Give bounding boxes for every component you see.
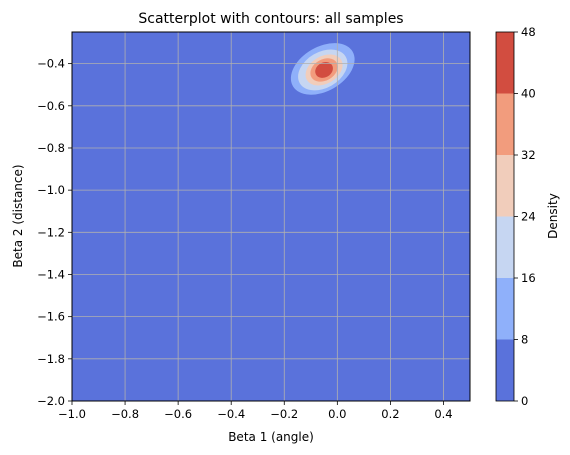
colorbar-segment-16-24 [496,216,514,278]
x-axis-label: Beta 1 (angle) [228,430,314,444]
x-tick-label: −0.2 [270,407,298,421]
colorbar-tick-label: 24 [521,210,536,224]
x-tick-label: −1.0 [58,407,86,421]
y-tick-label: −1.0 [37,183,65,197]
y-axis: −2.0 −1.8 −1.6 −1.4 −1.2 −1.0 −0.8 −0.6 −0.4 [37,57,72,408]
y-tick-label: −1.8 [37,352,65,366]
x-tick-label: −0.4 [217,407,245,421]
x-tick-label: −0.6 [164,407,192,421]
plot-frame [71,31,471,402]
x-axis: −1.0 −0.8 −0.6 −0.4 −0.2 0.0 0.2 0.4 [58,401,453,421]
background-density-band [72,32,470,401]
y-tick-label: −0.8 [37,141,65,155]
colorbar-tick-label: 48 [521,25,536,39]
grid-lines [71,32,470,402]
colorbar-tick-label: 0 [521,394,528,408]
colorbar: 0 8 16 24 32 40 48 [495,25,536,408]
y-axis-label: Beta 2 (distance) [11,164,25,267]
y-tick-label: −2.0 [37,394,65,408]
colorbar-tick-label: 16 [521,271,536,285]
y-tick-label: −0.4 [37,57,65,71]
colorbar-segment-24-32 [496,155,514,217]
colorbar-segment-8-16 [496,278,514,340]
contour-bands [290,43,355,95]
colorbar-segment-32-40 [496,93,514,155]
colorbar-segment-40-48 [496,32,514,94]
contour-band-40-48 [315,62,333,78]
colorbar-tick-label: 8 [521,333,528,347]
y-tick-label: −1.6 [37,310,65,324]
colorbar-label: Density [546,193,560,239]
colorbar-tick-label: 40 [521,87,536,101]
x-tick-label: 0.4 [434,407,452,421]
x-tick-label: 0.0 [328,407,346,421]
plot-area [71,31,471,402]
colorbar-segment-0-8 [496,339,514,401]
y-tick-label: −1.4 [37,267,65,281]
x-tick-label: 0.2 [381,407,399,421]
y-tick-label: −1.2 [37,225,65,239]
colorbar-tick-label: 32 [521,148,536,162]
y-tick-label: −0.6 [37,99,65,113]
x-tick-label: −0.8 [111,407,139,421]
chart-title: Scatterplot with contours: all samples [138,11,403,27]
